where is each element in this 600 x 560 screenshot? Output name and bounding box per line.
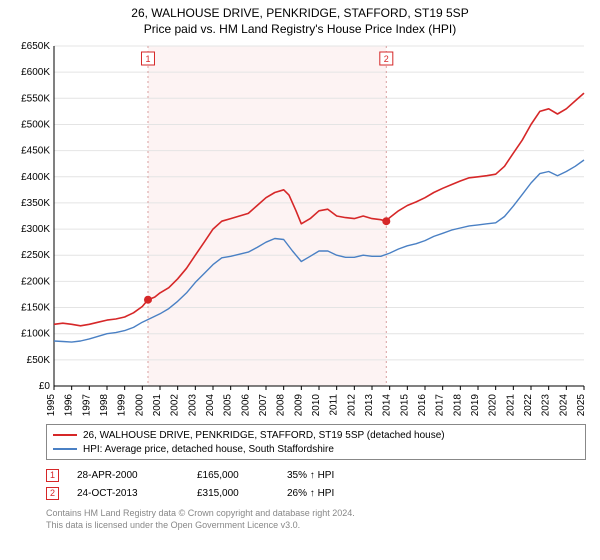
svg-text:£500K: £500K [21,119,50,130]
svg-text:2003: 2003 [187,394,198,417]
svg-text:2: 2 [384,54,389,64]
transaction-price: £315,000 [197,488,287,499]
svg-text:£350K: £350K [21,198,50,209]
footnote-line2: This data is licensed under the Open Gov… [46,520,592,532]
transaction-marker: 2 [46,487,59,500]
legend-label: HPI: Average price, detached house, Sout… [83,444,334,455]
svg-text:1996: 1996 [64,394,75,417]
legend-box: 26, WALHOUSE DRIVE, PENKRIDGE, STAFFORD,… [46,424,586,460]
svg-text:2005: 2005 [223,394,234,417]
transaction-marker: 1 [46,469,59,482]
svg-text:1997: 1997 [81,394,92,417]
svg-text:£600K: £600K [21,67,50,78]
svg-text:2009: 2009 [293,394,304,417]
svg-text:£150K: £150K [21,303,50,314]
svg-text:£100K: £100K [21,329,50,340]
svg-text:1995: 1995 [46,394,57,417]
svg-text:2014: 2014 [382,394,393,417]
svg-text:2024: 2024 [558,394,569,417]
chart-svg: £0 £50K £100K £150K £200K £250K £300K £350K £400… [8,40,592,420]
svg-text:£550K: £550K [21,93,50,104]
svg-text:2011: 2011 [329,394,340,416]
svg-text:2001: 2001 [152,394,163,417]
footnote-line1: Contains HM Land Registry data © Crown c… [46,508,592,520]
transaction-price: £165,000 [197,470,287,481]
svg-text:£300K: £300K [21,224,50,235]
svg-text:2017: 2017 [435,394,446,417]
chart-area: £0 £50K £100K £150K £200K £250K £300K £350K £400… [8,40,592,420]
transaction-row: 2 24-OCT-2013£315,00026% ↑ HPI [46,484,592,502]
svg-text:2008: 2008 [276,394,287,417]
svg-text:2010: 2010 [311,394,322,417]
title-block: 26, WALHOUSE DRIVE, PENKRIDGE, STAFFORD,… [8,6,592,36]
transaction-pct: 26% ↑ HPI [287,488,367,499]
svg-text:2012: 2012 [346,394,357,417]
svg-text:2023: 2023 [541,394,552,417]
svg-text:2018: 2018 [452,394,463,417]
transaction-row: 1 28-APR-2000£165,00035% ↑ HPI [46,466,592,484]
svg-text:2025: 2025 [576,394,587,417]
chart-container: 26, WALHOUSE DRIVE, PENKRIDGE, STAFFORD,… [0,0,600,535]
svg-text:2004: 2004 [205,394,216,417]
svg-text:2007: 2007 [258,394,269,417]
legend-row: 26, WALHOUSE DRIVE, PENKRIDGE, STAFFORD,… [53,428,579,442]
svg-text:2000: 2000 [134,394,145,417]
transaction-pct: 35% ↑ HPI [287,470,367,481]
transaction-date: 28-APR-2000 [77,470,197,481]
svg-text:2002: 2002 [170,394,181,417]
svg-text:2015: 2015 [399,394,410,417]
svg-text:2013: 2013 [364,394,375,417]
legend-label: 26, WALHOUSE DRIVE, PENKRIDGE, STAFFORD,… [83,430,445,441]
svg-text:1998: 1998 [99,394,110,417]
footnote: Contains HM Land Registry data © Crown c… [46,508,592,531]
svg-text:£200K: £200K [21,276,50,287]
svg-text:2022: 2022 [523,394,534,417]
title-subtitle: Price paid vs. HM Land Registry's House … [8,22,592,36]
transaction-list: 1 28-APR-2000£165,00035% ↑ HPI 2 24-OCT-201… [46,466,592,502]
svg-text:£650K: £650K [21,41,50,52]
svg-text:2021: 2021 [505,394,516,417]
svg-text:£400K: £400K [21,172,50,183]
transaction-date: 24-OCT-2013 [77,488,197,499]
svg-text:1: 1 [145,54,150,64]
svg-text:2006: 2006 [240,394,251,417]
title-address: 26, WALHOUSE DRIVE, PENKRIDGE, STAFFORD,… [8,6,592,20]
svg-text:2020: 2020 [488,394,499,417]
legend-swatch [53,448,77,450]
svg-text:1999: 1999 [117,394,128,417]
legend-row: HPI: Average price, detached house, Sout… [53,442,579,456]
svg-text:£450K: £450K [21,146,50,157]
svg-text:£0: £0 [39,381,51,392]
legend-swatch [53,434,77,436]
svg-text:2016: 2016 [417,394,428,417]
svg-text:£250K: £250K [21,250,50,261]
svg-text:2019: 2019 [470,394,481,417]
svg-text:£50K: £50K [27,355,51,366]
